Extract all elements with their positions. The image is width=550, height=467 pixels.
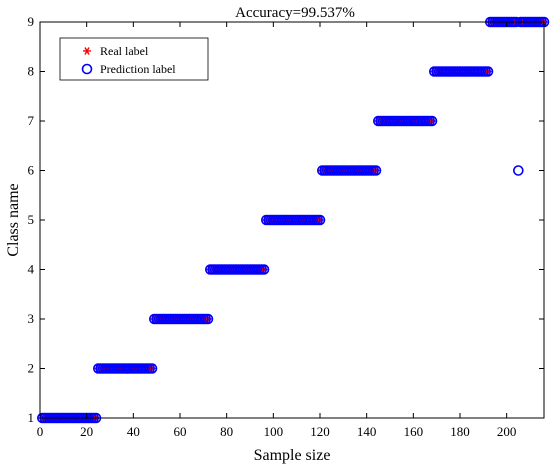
y-tick-label: 8 [28, 64, 35, 79]
prediction-label-point [146, 363, 158, 374]
x-tick-label: 180 [450, 424, 470, 439]
y-tick-label: 5 [28, 212, 35, 227]
legend-real-label-marker [83, 47, 91, 55]
y-tick-label: 4 [28, 262, 35, 277]
y-axis-ticks: 1 2 3 4 5 6 7 8 9 [28, 14, 544, 425]
plot-marks [37, 16, 550, 424]
prediction-label-point [482, 66, 494, 77]
x-axis-label: Sample size [254, 447, 331, 464]
x-tick-label: 140 [357, 424, 377, 439]
y-tick-label: 3 [28, 311, 35, 326]
legend-real-label-text: Real label [100, 44, 149, 58]
prediction-label-point [314, 214, 326, 226]
y-tick-label: 1 [28, 410, 35, 425]
x-tick-label: 160 [404, 424, 424, 439]
x-tick-label: 80 [220, 424, 233, 439]
x-tick-label: 40 [127, 424, 140, 439]
x-tick-label: 100 [264, 424, 284, 439]
prediction-label-point [202, 313, 214, 325]
prediction-label-point [258, 264, 270, 275]
y-tick-label: 9 [28, 14, 35, 29]
y-tick-label: 7 [28, 113, 35, 128]
x-tick-label: 200 [497, 424, 517, 439]
prediction-label-point [513, 165, 524, 176]
prediction-label-point [370, 165, 382, 176]
x-tick-label: 60 [174, 424, 187, 439]
x-tick-label: 20 [80, 424, 93, 439]
legend: Real label Prediction label [59, 37, 209, 81]
y-tick-label: 2 [28, 361, 35, 376]
legend-prediction-label-text: Prediction label [100, 62, 176, 76]
chart-title: Accuracy=99.537% [235, 5, 355, 21]
x-tick-label: 120 [310, 424, 330, 439]
x-axis-ticks: 0 20 40 60 80 100 120 140 160 180 200 [37, 22, 517, 439]
legend-asterisk [83, 47, 91, 55]
y-tick-label: 6 [28, 163, 35, 178]
x-tick-label: 0 [37, 424, 44, 439]
legend-prediction-label-marker [81, 63, 93, 75]
prediction-label-point [426, 115, 438, 127]
y-axis-label: Class name [5, 183, 22, 256]
